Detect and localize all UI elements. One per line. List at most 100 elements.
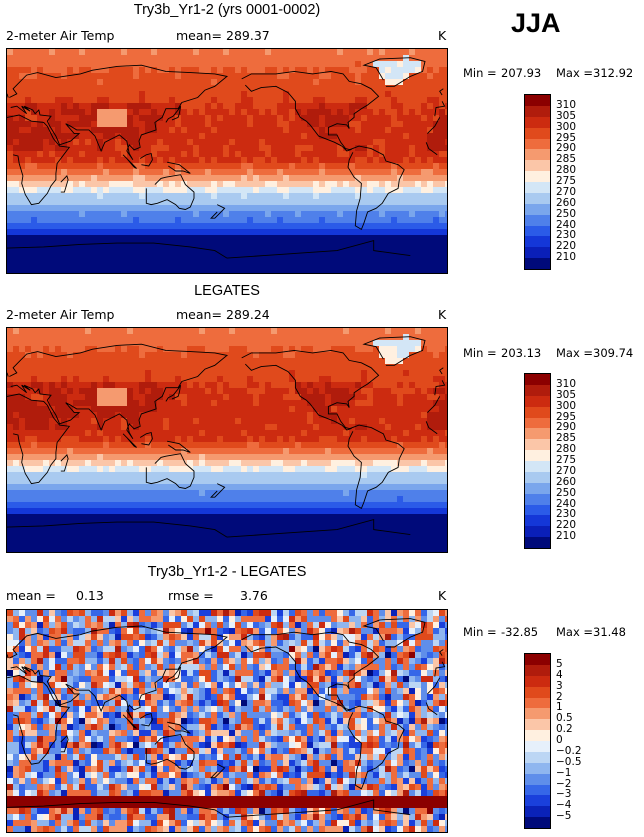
panel-2-field-cell (97, 406, 104, 413)
panel-1-field-cell (373, 223, 380, 230)
panel-1-field-cell (307, 109, 314, 116)
panel-1-field-cell (43, 103, 50, 110)
panel-1-field-cell (331, 217, 338, 224)
panel-1-field-cell (427, 211, 434, 218)
panel-2-field-cell (385, 442, 392, 449)
panel-1-field-cell (349, 169, 356, 176)
panel-1-field-cell (205, 259, 212, 266)
panel-2-field-cell (421, 388, 428, 395)
panel-1-field-cell (313, 229, 320, 236)
panel-2-field-cell (139, 466, 146, 473)
panel-1-field-cell (301, 61, 308, 68)
panel-2-field-cell (175, 400, 182, 407)
panel-1-field-cell (181, 127, 188, 134)
panel-1-field-cell (403, 175, 410, 182)
panel-2-field-cell (445, 460, 447, 467)
panel-1-colorbar-tick-label: 250 (556, 207, 577, 220)
panel-1-field-cell (55, 115, 62, 122)
panel-2-field-cell (331, 412, 338, 419)
panel-2-field-cell (373, 388, 380, 395)
panel-1-field-cell (67, 139, 74, 146)
panel-1-field-cell (229, 133, 236, 140)
panel-2-field-cell (367, 376, 374, 383)
panel-2-field-cell (121, 466, 128, 473)
panel-1-field-cell (43, 79, 50, 86)
panel-1-field-cell (43, 121, 50, 128)
panel-1-field-cell (415, 79, 422, 86)
panel-1-field-cell (301, 97, 308, 104)
panel-1-field-cell (37, 223, 44, 230)
panel-2-field-cell (259, 352, 266, 359)
panel-1-field-cell (271, 151, 278, 158)
panel-1-field-cell (415, 145, 422, 152)
panel-2-field-cell (253, 376, 260, 383)
panel-1-field-cell (373, 49, 380, 56)
panel-2-field-cell (289, 412, 296, 419)
panel-2-field-cell (25, 406, 32, 413)
panel-1-field-cell (139, 187, 146, 194)
panel-2-field-cell (307, 472, 314, 479)
panel-1-field-cell (103, 271, 110, 273)
panel-1-field-cell (43, 85, 50, 92)
panel-1-field-cell (187, 139, 194, 146)
panel-2-field-cell (61, 328, 68, 335)
panel-1-field-cell (361, 241, 368, 248)
panel-2-field-cell (385, 358, 392, 365)
panel-1-field-cell (301, 187, 308, 194)
panel-1-field-cell (211, 139, 218, 146)
panel-1-field-cell (205, 253, 212, 260)
panel-1-field-cell (127, 187, 134, 194)
panel-2-field-cell (145, 334, 152, 341)
panel-1-field-cell (391, 97, 398, 104)
panel-1-field-cell (139, 223, 146, 230)
panel-1-field-cell (271, 223, 278, 230)
panel-1-field-cell (61, 235, 68, 242)
panel-1-field-cell (115, 55, 122, 62)
panel-1-field-cell (157, 73, 164, 80)
panel-1-field-cell (349, 103, 356, 110)
panel-1-field-cell (13, 205, 20, 212)
panel-2-field-cell (391, 484, 398, 491)
panel-2-field-cell (91, 442, 98, 449)
panel-1-field-cell (445, 97, 447, 104)
panel-2-field-cell (187, 346, 194, 353)
panel-1-field-cell (19, 67, 26, 74)
panel-1-field-cell (229, 247, 236, 254)
panel-1-field-cell (223, 115, 230, 122)
panel-1-field-cell (211, 61, 218, 68)
panel-2-field-cell (367, 484, 374, 491)
panel-2-field-cell (79, 496, 86, 503)
panel-2-field-cell (13, 424, 20, 431)
panel-1-field-cell (13, 175, 20, 182)
panel-2-field-cell (343, 340, 350, 347)
panel-1-field-cell (421, 133, 428, 140)
panel-1-field-cell (31, 187, 38, 194)
panel-2-field-cell (259, 436, 266, 443)
panel-2-field-cell (235, 472, 242, 479)
panel-1-field-cell (445, 223, 447, 230)
panel-2-field-cell (361, 352, 368, 359)
panel-1-field-cell (313, 217, 320, 224)
panel-2-field-cell (271, 352, 278, 359)
panel-1-field-cell (259, 67, 266, 74)
panel-2-field-cell (91, 448, 98, 455)
panel-1-field-cell (199, 49, 206, 56)
panel-2-field-cell (433, 388, 440, 395)
panel-2-field-cell (91, 352, 98, 359)
panel-1-field-cell (43, 73, 50, 80)
panel-2-field-cell (403, 364, 410, 371)
panel-1-field-cell (325, 199, 332, 206)
panel-2-field-cell (67, 358, 74, 365)
panel-1-field-cell (55, 253, 62, 260)
panel-1-field-cell (115, 247, 122, 254)
panel-1-field-cell (325, 193, 332, 200)
panel-2-field-cell (223, 496, 230, 503)
panel-2-field-cell (247, 424, 254, 431)
panel-2-field-cell (121, 460, 128, 467)
panel-1-field-cell (349, 175, 356, 182)
panel-1-field-cell (433, 169, 440, 176)
panel-1-field-cell (109, 97, 116, 104)
panel-1-field-cell (133, 271, 140, 273)
panel-1-field-cell (433, 271, 440, 273)
panel-2-field-cell (241, 406, 248, 413)
